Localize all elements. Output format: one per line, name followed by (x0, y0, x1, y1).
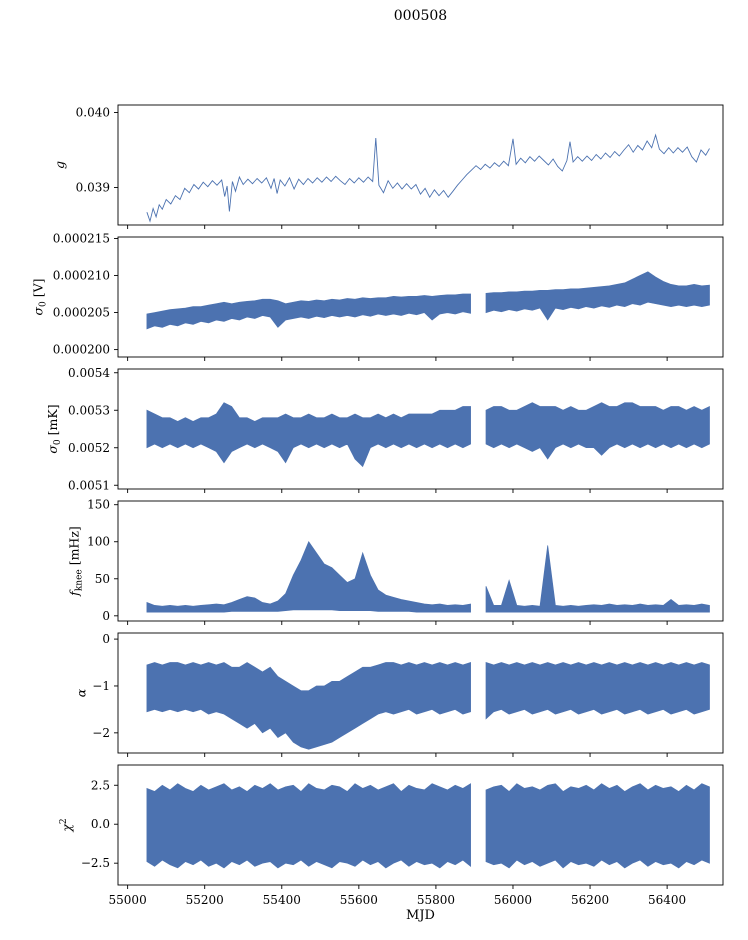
y-tick-label: −1 (92, 679, 110, 693)
y-tick-label: 150 (87, 498, 110, 512)
subplot-g: 0.039 0.040 g (52, 104, 724, 229)
x-tick-label: 55800 (417, 893, 455, 907)
series-chi2 (146, 783, 471, 869)
subplot-alpha: −2 −1 0 α (74, 632, 724, 757)
x-tick-label: 56000 (494, 893, 532, 907)
x-tick-label: 55200 (186, 893, 224, 907)
subplot-sigma0-mk: 0.0051 0.0052 0.0053 0.0054 σ0 [mK] (45, 366, 724, 493)
y-axis-label: χ2 (59, 818, 74, 832)
y-tick-label: 0.0053 (68, 403, 110, 417)
y-tick-label: 100 (87, 535, 110, 549)
x-tick-label: 56200 (571, 893, 609, 907)
subplot-chi2: −2.5 0.0 2.5 55000 55200 55400 55600 55800 56000… (59, 764, 724, 907)
y-tick-label: 0 (102, 609, 110, 623)
y-tick-label: 2.5 (91, 778, 110, 792)
series-sigma0-v (485, 271, 710, 321)
series-sigma0-v (146, 293, 471, 330)
series-g (146, 133, 710, 223)
y-tick-label: 0.000200 (53, 343, 110, 357)
y-tick-label: −2.5 (81, 856, 110, 870)
series-sigma0-mk (485, 402, 710, 460)
series-alpha (146, 662, 471, 750)
y-axis-label: σ0 [mK] (45, 404, 63, 453)
y-tick-label: 0.0054 (68, 366, 110, 380)
y-axis-label: fknee [mHz] (66, 526, 84, 597)
y-axis-label: σ0 [V] (30, 278, 48, 315)
y-tick-label: 0.040 (76, 106, 110, 120)
y-tick-label: 0.0052 (68, 441, 110, 455)
x-tick-label: 56400 (648, 893, 686, 907)
series-fknee (146, 540, 471, 613)
y-axis-label: α (74, 688, 89, 697)
y-tick-label: 0.000210 (53, 269, 110, 283)
y-tick-label: −2 (92, 726, 110, 740)
series-fknee (485, 545, 710, 613)
series-sigma0-mk (146, 402, 471, 468)
subplot-sigma0-v: 0.000200 0.000205 0.000210 0.000215 σ0 [V] (30, 231, 724, 361)
y-tick-label: 0 (102, 632, 110, 646)
figure-title: 000508 (393, 8, 448, 24)
x-axis-label: MJD (406, 908, 435, 923)
y-tick-label: 50 (95, 572, 110, 586)
y-tick-label: 0.000205 (53, 306, 110, 320)
y-tick-label: 0.0051 (68, 478, 110, 492)
y-axis-label: g (52, 161, 67, 169)
series-chi2 (485, 783, 710, 869)
y-tick-label: 0.0 (91, 817, 110, 831)
series-alpha (485, 662, 710, 720)
x-tick-label: 55000 (109, 893, 147, 907)
x-tick-label: 55600 (340, 893, 378, 907)
y-tick-label: 0.039 (76, 181, 110, 195)
y-tick-label: 0.000215 (53, 231, 110, 245)
x-tick-label: 55400 (263, 893, 301, 907)
